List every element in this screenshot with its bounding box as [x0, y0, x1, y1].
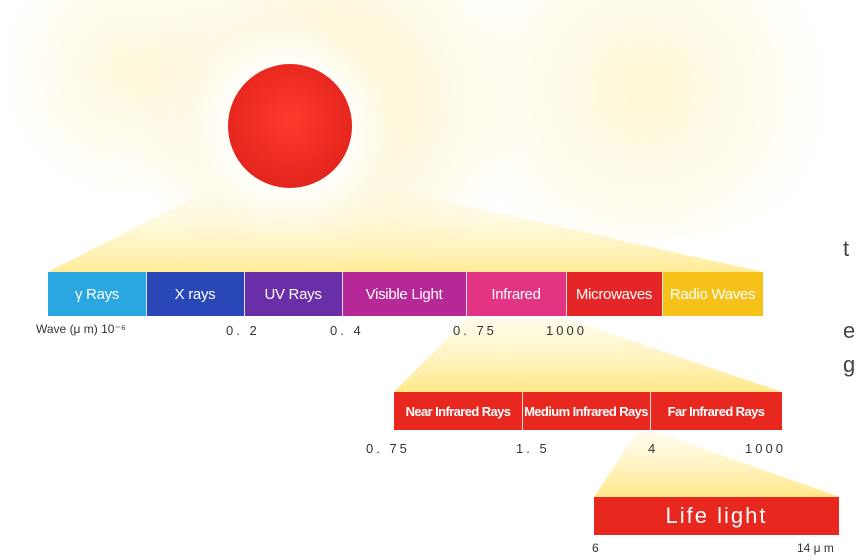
life-light-bar: Life light: [594, 497, 839, 535]
tick-value: 6: [592, 541, 599, 555]
segment-far-infrared: Far Infrared Rays: [650, 392, 782, 430]
segment-visible-light: Visible Light: [342, 272, 466, 316]
segment-divider: [522, 392, 523, 430]
segment-label: Infrared: [491, 285, 541, 303]
segment-divider: [146, 272, 147, 316]
tick-value: 14 μ m: [797, 541, 834, 555]
segment-label: UV Rays: [264, 285, 322, 303]
segment-label: X rays: [174, 285, 216, 303]
tick-value: 0. 4: [330, 323, 364, 338]
segment-label: Visible Light: [365, 285, 443, 303]
upper-left-glow: [0, 0, 260, 200]
tick-value: 4: [648, 441, 659, 456]
tick-value: 0. 75: [453, 323, 497, 338]
wave-axis-label: Wave (μ m) 10⁻⁶: [36, 322, 126, 336]
tick-value: 0. 75: [366, 441, 410, 456]
tick-value: 0. 2: [226, 323, 260, 338]
segment-divider: [566, 272, 567, 316]
segment-label: Medium Infrared Rays: [524, 403, 648, 419]
life-light-label: Life light: [665, 503, 768, 528]
segment-divider: [244, 272, 245, 316]
segment-infrared: Infrared: [466, 272, 566, 316]
segment-label: Radio Waves: [669, 285, 756, 303]
segment-x-rays: X rays: [146, 272, 244, 316]
segment-near-infrared: Near Infrared Rays: [394, 392, 522, 430]
far-infrared-beam: [594, 432, 840, 497]
sun-beam: [48, 180, 763, 272]
segment-divider: [342, 272, 343, 316]
edge-text: e: [843, 318, 856, 343]
segment-divider: [650, 392, 651, 430]
segment-label: Near Infrared Rays: [405, 403, 511, 419]
sun-icon: [228, 64, 352, 188]
segment-microwaves: Microwaves: [566, 272, 662, 316]
segment-radio-waves: Radio Waves: [662, 272, 763, 316]
tick-value: 1000: [546, 323, 587, 338]
segment-divider: [662, 272, 663, 316]
segment-gamma-rays: γ Rays: [48, 272, 146, 316]
segment-divider: [466, 272, 467, 316]
upper-right-glow: [430, 0, 859, 240]
segment-label: γ Rays: [74, 285, 120, 303]
edge-text: g: [843, 352, 856, 377]
segment-label: Microwaves: [575, 285, 653, 303]
tick-value: 1. 5: [516, 441, 550, 456]
tick-value: 1000: [745, 441, 786, 456]
segment-medium-infrared: Medium Infrared Rays: [522, 392, 650, 430]
segment-uv-rays: UV Rays: [244, 272, 342, 316]
infrared-beam: [394, 318, 782, 392]
edge-text: t: [843, 236, 850, 261]
segment-label: Far Infrared Rays: [667, 403, 765, 419]
